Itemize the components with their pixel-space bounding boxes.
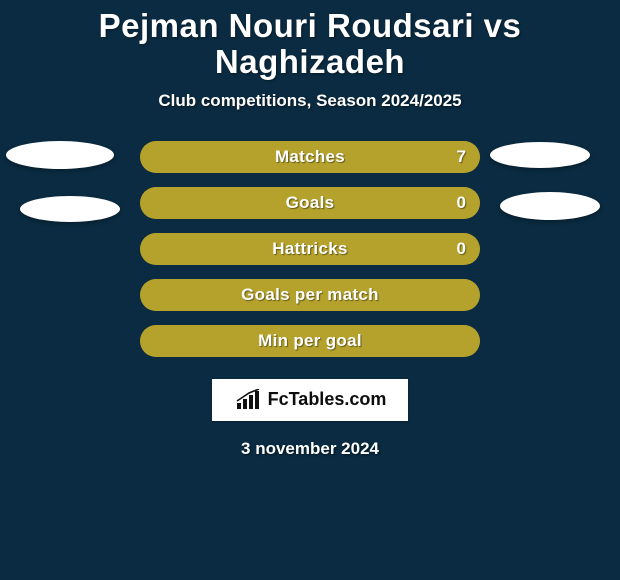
stat-row: Matches7 [140, 141, 480, 173]
avatar-ellipse-right [490, 142, 590, 168]
stat-row: Goals0 [140, 187, 480, 219]
date-line: 3 november 2024 [241, 439, 379, 459]
stat-value-right: 7 [457, 141, 466, 173]
stat-row: Hattricks0 [140, 233, 480, 265]
stat-value-right: 0 [457, 233, 466, 265]
stat-label: Hattricks [140, 233, 480, 265]
logo-text: FcTables.com [268, 389, 387, 410]
stat-row: Min per goal [140, 325, 480, 357]
content-container: Pejman Nouri Roudsari vs Naghizadeh Club… [0, 0, 620, 459]
stat-label: Goals per match [140, 279, 480, 311]
subtitle: Club competitions, Season 2024/2025 [158, 91, 461, 111]
page-title: Pejman Nouri Roudsari vs Naghizadeh [0, 0, 620, 85]
avatar-ellipse-right [500, 192, 600, 220]
logo-box: FcTables.com [212, 379, 409, 421]
avatar-ellipse-left [20, 196, 120, 222]
stat-label: Matches [140, 141, 480, 173]
stats-area: Matches7Goals0Hattricks0Goals per matchM… [0, 141, 620, 357]
stat-value-right: 0 [457, 187, 466, 219]
bar-chart-icon [234, 389, 262, 411]
avatar-ellipse-left [6, 141, 114, 169]
stat-rows: Matches7Goals0Hattricks0Goals per matchM… [140, 141, 480, 357]
stat-label: Min per goal [140, 325, 480, 357]
stat-label: Goals [140, 187, 480, 219]
stat-row: Goals per match [140, 279, 480, 311]
